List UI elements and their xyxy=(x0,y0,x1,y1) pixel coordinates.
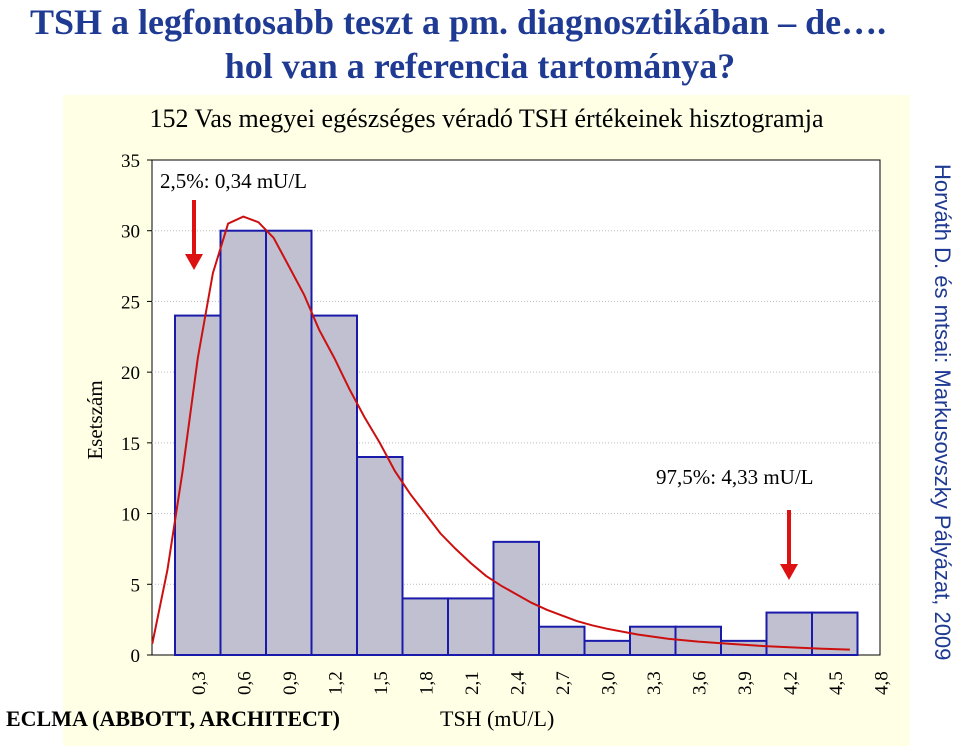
x-tick-label: 2,7 xyxy=(553,671,574,695)
x-tick-label: 3,0 xyxy=(598,671,619,695)
histogram-bar xyxy=(629,625,677,657)
annotation-upper-limit: 97,5%: 4,33 mU/L xyxy=(656,465,814,489)
footer-label: ECLMA (ABBOTT, ARCHITECT) xyxy=(6,706,340,731)
x-tick-label: 4,2 xyxy=(780,671,801,695)
y-tick-label: 10 xyxy=(121,505,140,526)
y-axis-label: Esetszám xyxy=(83,380,107,459)
histogram-bar xyxy=(265,229,313,656)
chart-title: 152 Vas megyei egészséges véradó TSH ért… xyxy=(149,104,824,133)
x-tick-label: 0,6 xyxy=(234,671,255,695)
arrow-upper-limit-icon xyxy=(780,510,798,580)
x-tick-label: 4,5 xyxy=(826,671,847,695)
credit-text: Horváth D. és mtsai: Markusovszky Pályáz… xyxy=(930,164,955,661)
histogram-bar xyxy=(538,625,586,657)
credit-citation: Horváth D. és mtsai: Markusovszky Pályáz… xyxy=(929,164,955,674)
x-tick-label: 1,8 xyxy=(416,671,437,695)
y-tick-label: 25 xyxy=(121,292,140,313)
x-tick-label: 3,3 xyxy=(644,671,665,695)
x-tick-label: 2,1 xyxy=(462,671,483,695)
annotation-lower-limit: 2,5%: 0,34 mU/L xyxy=(160,169,307,193)
histogram-bar xyxy=(401,597,449,657)
histogram-bar xyxy=(356,456,404,656)
histogram-bar xyxy=(310,314,358,656)
x-tick-label: 2,4 xyxy=(507,671,528,695)
x-tick-label: 3,6 xyxy=(689,671,710,695)
y-tick-label: 20 xyxy=(121,363,140,384)
x-tick-label: 0,9 xyxy=(280,671,301,695)
arrow-lower-limit-icon xyxy=(185,200,203,270)
histogram-bar xyxy=(583,639,631,656)
y-tick-label: 15 xyxy=(121,434,140,455)
slide-title-line2: hol van a referencia tartománya? xyxy=(224,46,736,86)
y-tick-label: 35 xyxy=(121,151,140,172)
x-tick-label: 0,3 xyxy=(189,671,210,695)
x-axis-label: TSH (mU/L) xyxy=(440,706,555,731)
x-tick-label: 1,5 xyxy=(371,671,392,695)
histogram-bar xyxy=(447,597,495,657)
y-tick-label: 5 xyxy=(131,575,141,596)
histogram-bar xyxy=(174,314,222,656)
fit-curve xyxy=(151,215,850,651)
y-tick-label: 0 xyxy=(131,646,141,667)
histogram-bar xyxy=(492,540,540,656)
slide-title-line1: TSH a legfontosabb teszt a pm. diagnoszt… xyxy=(30,2,887,42)
x-tick-label: 3,9 xyxy=(735,671,756,695)
x-tick-label: 4,8 xyxy=(871,671,892,695)
y-tick-label: 30 xyxy=(121,222,140,243)
histogram-bar xyxy=(219,229,267,656)
x-tick-label: 1,2 xyxy=(325,671,346,695)
